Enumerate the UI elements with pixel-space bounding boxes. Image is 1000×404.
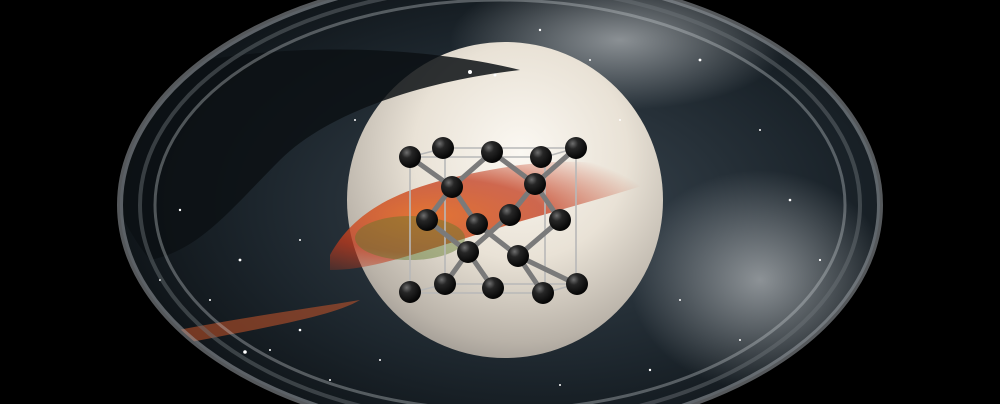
atom	[482, 277, 504, 299]
atom	[481, 141, 503, 163]
atom	[432, 137, 454, 159]
porthole-rim-outer	[117, 0, 883, 404]
porthole-window	[120, 0, 880, 404]
atom	[399, 146, 421, 168]
atom	[549, 209, 571, 231]
atom	[524, 173, 546, 195]
atom	[532, 282, 554, 304]
nebula-streak	[330, 161, 660, 270]
atom	[416, 209, 438, 231]
atom	[399, 281, 421, 303]
star-field	[159, 28, 822, 386]
atom	[565, 137, 587, 159]
inner-glass-ring	[153, 0, 847, 404]
atom	[466, 213, 488, 235]
atom	[507, 245, 529, 267]
atom	[566, 273, 588, 295]
porthole-rim-inner	[138, 0, 862, 404]
atom	[441, 176, 463, 198]
crystal-lattice	[399, 137, 588, 304]
atom	[434, 273, 456, 295]
atom	[499, 204, 521, 226]
atom	[457, 241, 479, 263]
dark-arc-shadow	[120, 49, 520, 260]
atom	[530, 146, 552, 168]
atoms	[399, 137, 588, 304]
